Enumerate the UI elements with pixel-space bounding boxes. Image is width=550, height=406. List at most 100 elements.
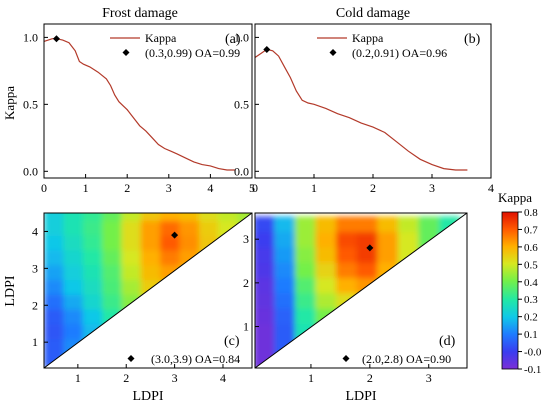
heatmap-cell	[356, 216, 378, 233]
legend-a-best: (0.3,0.99) OA=0.99	[145, 46, 240, 60]
legend-a-diamond-icon	[122, 49, 130, 56]
heatmap-cell	[82, 249, 103, 266]
x-tick-label: 1	[308, 371, 314, 385]
xlabel-c: LDPI	[132, 389, 163, 404]
colorbar-tick-label: -0.1	[524, 364, 541, 376]
heatmap-cell	[102, 294, 122, 310]
heatmap-cell	[179, 235, 200, 251]
heatmap-cell	[82, 264, 103, 281]
best-point-marker-c	[171, 231, 179, 239]
heatmap-cell	[160, 220, 180, 236]
heatmap-cell	[377, 216, 399, 233]
heatmap-cell	[63, 249, 84, 266]
heatmap-cell	[140, 264, 161, 281]
heatmap-cell	[255, 216, 275, 233]
panel-a-label: (a)	[225, 32, 241, 47]
legend-d-diamond-icon	[342, 355, 350, 362]
heatmap-cell	[63, 323, 84, 340]
panel-a-frame	[43, 23, 253, 179]
heatmap-cell	[102, 279, 122, 295]
panel-c-label: (c)	[224, 334, 240, 349]
heatmap-cell	[274, 323, 296, 340]
y-tick-label: 1	[32, 335, 38, 349]
heatmap-cell	[294, 216, 316, 233]
y-tick-label: 0.5	[23, 97, 38, 111]
heatmap-cell	[82, 220, 103, 236]
heatmap-cell	[102, 213, 122, 221]
x-tick-label: 2	[124, 181, 130, 195]
panel-c-diagonal	[43, 212, 253, 369]
heatmap-cell	[336, 216, 358, 233]
heatmap-cell	[44, 309, 64, 325]
x-tick-label: 4	[488, 181, 494, 195]
panel-d-frame	[254, 212, 468, 369]
heatmap-cell	[44, 323, 64, 340]
legend-d-best: (2.0,2.8) OA=0.90	[362, 352, 451, 366]
x-tick-label: 0	[41, 181, 47, 195]
heatmap-cell	[44, 338, 64, 354]
heatmap-cell	[315, 262, 337, 278]
heatmap-cell	[315, 292, 337, 309]
heatmap-cell	[274, 262, 296, 278]
heatmap-cell	[121, 264, 142, 281]
heatmap-cell	[82, 309, 103, 325]
legend-c-best: (3.0,3.9) OA=0.84	[151, 352, 240, 366]
colorbar-tick-label: 0.2	[524, 312, 538, 324]
panel-b-plot-area	[254, 45, 468, 171]
heatmap-cell	[294, 308, 316, 324]
heatmap-cell	[102, 220, 122, 236]
x-tick-label: 4	[220, 371, 226, 385]
y-tick-label: 0.5	[234, 97, 249, 111]
heatmap-cell	[82, 235, 103, 251]
heatmap-cell	[63, 294, 84, 310]
heatmap-cell	[44, 264, 64, 281]
heatmap-cell	[255, 277, 275, 294]
heatmap-cell	[336, 277, 358, 294]
heatmap-cell	[179, 213, 200, 221]
x-tick-label: 2	[367, 371, 373, 385]
title-frost: Frost damage	[102, 6, 178, 21]
y-tick-label: 0.0	[234, 164, 249, 178]
title-cold: Cold damage	[336, 6, 410, 21]
x-tick-label: 1	[75, 371, 81, 385]
heatmap-cell	[294, 277, 316, 294]
heatmap-cell	[160, 213, 180, 221]
panel-c-frame	[43, 212, 253, 369]
heatmap-cell	[63, 213, 84, 221]
legend-a-kappa: Kappa	[145, 31, 177, 45]
heatmap-cell	[397, 231, 419, 248]
heatmap-cell	[140, 249, 161, 266]
heatmap-cell	[315, 277, 337, 294]
best-point-marker-d	[366, 244, 374, 252]
y-tick-label: 3	[32, 261, 38, 275]
heatmap-cell	[255, 338, 275, 355]
heatmap-cell	[44, 235, 64, 251]
panel-d-ticks: 1 2 3 1 2 3	[243, 232, 432, 385]
heatmap-cell	[44, 213, 64, 221]
heatmap-cell	[418, 216, 440, 233]
heatmap-cell	[121, 249, 142, 266]
heatmap-cell	[160, 235, 180, 251]
x-tick-label: 3	[429, 181, 435, 195]
colorbar-ticks: -0.1 -0.0 0.1 0.2 0.3 0.4 0.5 0.6 0.7 0.8	[518, 207, 542, 376]
heatmap-cell	[121, 279, 142, 295]
legend-b-best: (0.2,0.91) OA=0.96	[352, 46, 447, 60]
ylabel-c: LDPI	[3, 275, 18, 306]
x-tick-label: 5	[249, 181, 255, 195]
heatmap-cell	[255, 246, 275, 263]
heatmap-cell	[82, 213, 103, 221]
x-tick-label: 3	[426, 371, 432, 385]
heatmap-cell	[315, 231, 337, 248]
colorbar-tick-label: 0.8	[524, 207, 538, 219]
heatmap-cell	[121, 213, 142, 221]
legend-b-diamond-icon	[329, 49, 337, 56]
heatmap-cell	[294, 292, 316, 309]
heatmap-cell	[102, 264, 122, 281]
heatmap-cell	[140, 213, 161, 221]
y-tick-label: 0.0	[23, 164, 38, 178]
heatmap-cell	[255, 231, 275, 248]
panel-a: 0 1 2 3 4 50.00.51.0 (a) Kappa (0.3,0.99) OA=…	[2, 23, 255, 195]
heatmap-cell	[274, 231, 296, 248]
heatmap-cell	[198, 220, 219, 236]
heatmap-cell	[121, 235, 142, 251]
